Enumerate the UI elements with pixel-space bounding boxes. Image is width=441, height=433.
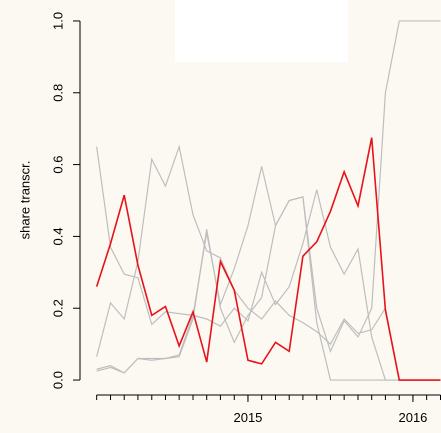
series-line <box>96 144 441 381</box>
series-line <box>96 20 441 374</box>
y-tick-label: 0.6 <box>50 156 65 174</box>
y-axis-label: share transcr. <box>17 161 32 240</box>
y-tick-label: 1.0 <box>50 12 65 30</box>
y-tick-label: 0.4 <box>50 227 65 245</box>
x-tick-label: 2016 <box>398 410 427 425</box>
y-tick-label: 0.2 <box>50 299 65 317</box>
y-tick-label: 0.8 <box>50 84 65 102</box>
series-line <box>95 137 441 381</box>
legend-box <box>175 0 348 62</box>
series-line <box>96 146 441 381</box>
series-line <box>96 196 441 381</box>
x-tick-label: 2015 <box>233 410 262 425</box>
y-tick-label: 0.0 <box>50 371 65 389</box>
